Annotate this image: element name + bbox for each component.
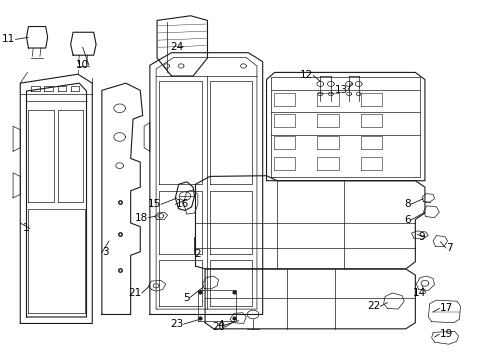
- Text: 1: 1: [23, 224, 30, 233]
- Text: 23: 23: [170, 319, 183, 329]
- Text: 11: 11: [2, 35, 16, 44]
- Text: 3: 3: [102, 247, 108, 257]
- Text: 20: 20: [212, 322, 225, 332]
- Text: 15: 15: [147, 199, 161, 210]
- Text: 2: 2: [194, 248, 201, 258]
- Text: 5: 5: [183, 293, 189, 303]
- Text: 9: 9: [417, 232, 424, 242]
- Text: 6: 6: [403, 215, 410, 225]
- Text: 4: 4: [217, 320, 224, 330]
- Text: 7: 7: [445, 243, 452, 253]
- Text: 8: 8: [403, 199, 410, 210]
- Text: 18: 18: [135, 213, 148, 222]
- Text: 10: 10: [76, 60, 89, 70]
- Text: 17: 17: [438, 303, 452, 314]
- Text: 22: 22: [366, 301, 380, 311]
- Text: 13: 13: [334, 85, 347, 95]
- Text: 12: 12: [299, 70, 312, 80]
- Text: 16: 16: [175, 199, 188, 210]
- Text: 19: 19: [438, 329, 452, 339]
- Text: 24: 24: [170, 42, 183, 51]
- Text: 14: 14: [412, 288, 425, 298]
- Text: 21: 21: [128, 288, 142, 298]
